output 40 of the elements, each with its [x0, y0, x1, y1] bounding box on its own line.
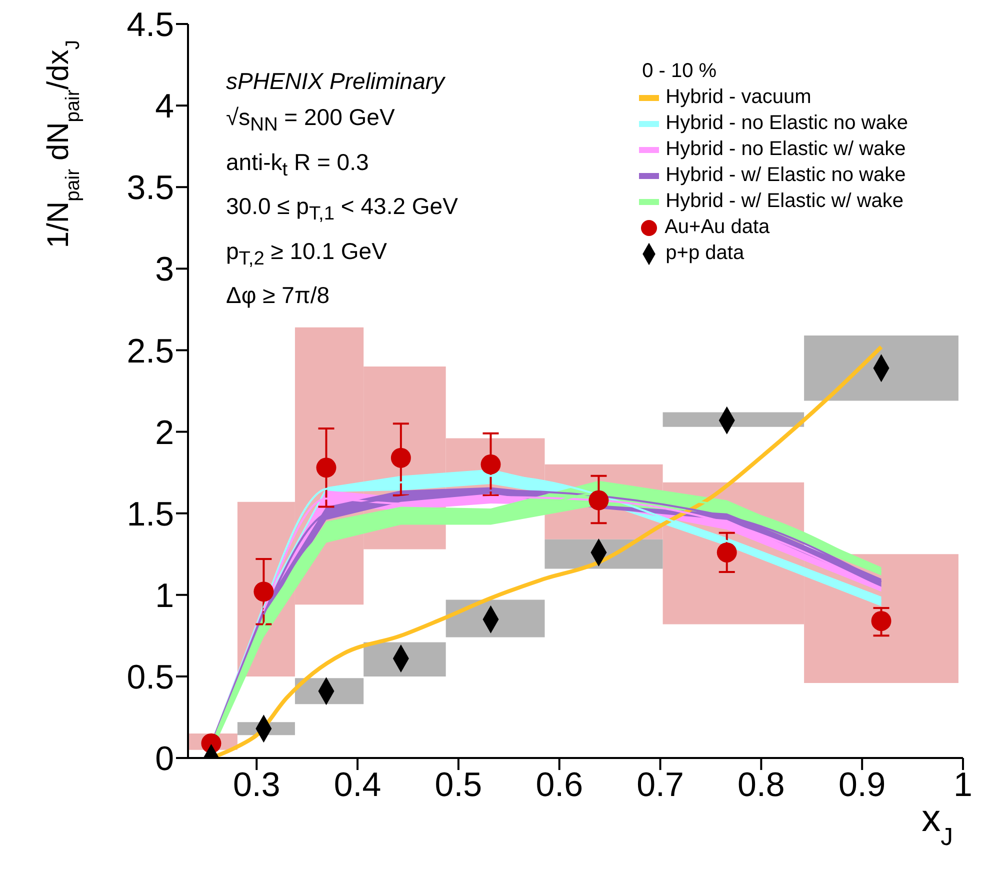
legend-label: Hybrid - vacuum [666, 86, 812, 108]
x-tick-label: 0.5 [434, 766, 482, 804]
y-tick-label: 0.5 [126, 658, 174, 697]
point [480, 454, 501, 474]
legend-title: 0 - 10 % [641, 59, 718, 84]
x-tick-label: 0.4 [334, 766, 382, 804]
annotation: p$_{T,2}$ ≥ 10.1 GeV [226, 236, 388, 272]
x-tick-label: 1 [954, 766, 972, 804]
legend-label: Hybrid - no Elastic no wake [666, 112, 908, 134]
point [871, 610, 892, 631]
annotation: 30.0 ≤ p$_{T,1}$ < 43.2 GeV [226, 192, 458, 227]
y-tick-label: 1.5 [126, 495, 174, 534]
x-tick-label: 0.7 [636, 766, 684, 804]
x-axis-title: x$_{J}$ [922, 798, 953, 850]
y-tick-label: 4.5 [126, 6, 174, 44]
y-tick-label: 2.5 [126, 332, 174, 370]
y-tick-label: 2 [155, 414, 174, 452]
y-tick-label: 4 [155, 88, 174, 126]
legend-label: Au+Au data [664, 216, 770, 238]
annotation: Δφ ≥ 7π/8 [226, 281, 331, 310]
point [316, 458, 336, 478]
y-tick-label: 3 [155, 250, 174, 289]
legend-label: Hybrid - w/ Elastic w/ wake [666, 190, 904, 212]
annotation: sPHENIX Preliminary [226, 67, 446, 96]
x-tick-label: 0.3 [232, 766, 280, 804]
y-tick-label: 0 [155, 740, 174, 778]
point [716, 542, 737, 562]
point [254, 582, 274, 602]
x-tick-label: 0.8 [738, 766, 785, 804]
point [588, 490, 609, 510]
y-tick-label: 3.5 [126, 169, 174, 208]
legend-label: Hybrid - no Elastic w/ wake [666, 138, 906, 160]
annotation: √s$_{NN}$ = 200 GeV [226, 103, 396, 138]
legend-label: p+p data [666, 242, 744, 264]
annotation: anti-k$_{t}$ R = 0.3 [226, 148, 370, 182]
x-tick-label: 0.6 [536, 766, 583, 804]
legend-label: Hybrid - w/ Elastic no wake [666, 164, 906, 186]
y-tick-label: 1 [155, 576, 174, 615]
x-tick-label: 0.9 [838, 766, 886, 804]
point [390, 448, 411, 468]
